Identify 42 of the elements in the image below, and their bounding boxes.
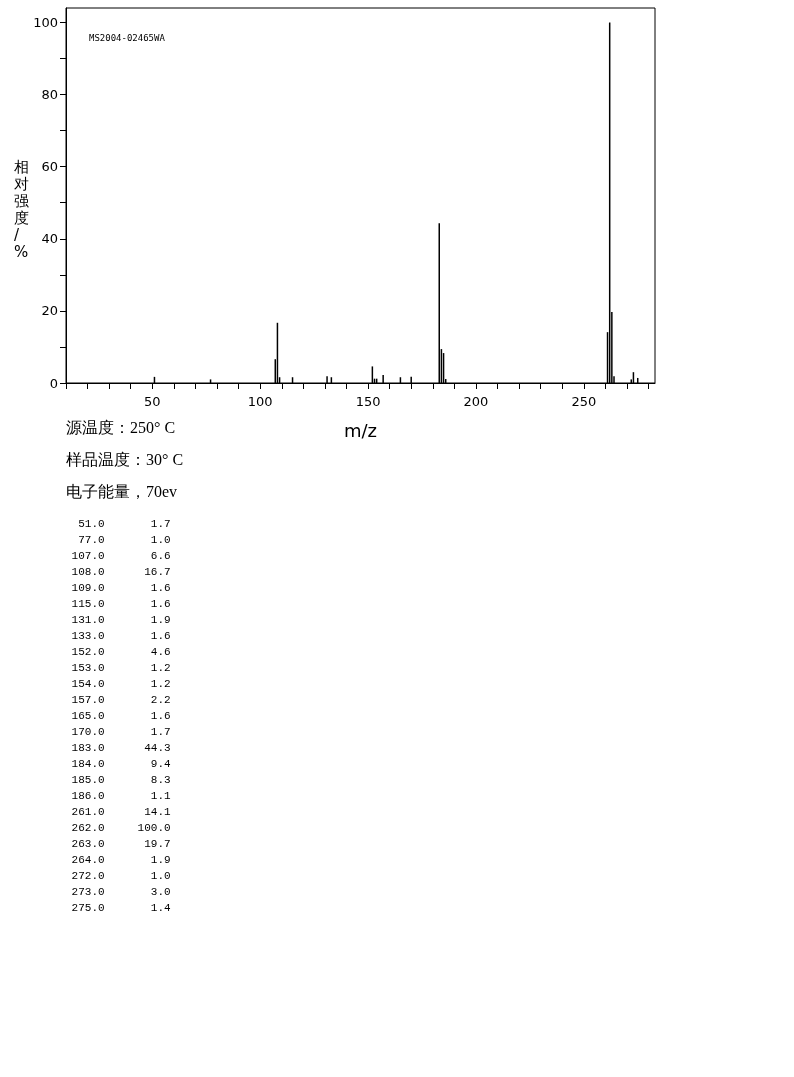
text: 273.0 3.0 (70, 885, 171, 900)
text: 157.0 2.2 (70, 693, 171, 708)
text: 261.0 14.1 (70, 805, 171, 820)
x-axis-title: m/z (343, 419, 378, 441)
y-tick-label: 0 (49, 375, 58, 391)
text: 186.0 1.1 (70, 789, 171, 804)
text: 样品温度：30° C (66, 450, 184, 470)
text: 51.0 1.7 (77, 517, 171, 532)
text: 185.0 8.3 (70, 773, 171, 788)
text: 165.0 1.6 (70, 709, 171, 724)
text: 115.0 1.6 (70, 597, 171, 612)
x-tick-label: 50 (144, 394, 161, 409)
text: 电子能量，70ev (66, 482, 178, 502)
text: 109.0 1.6 (70, 581, 171, 596)
text: 77.0 1.0 (77, 533, 171, 548)
text: 152.0 4.6 (70, 645, 171, 660)
text: 170.0 1.7 (70, 725, 171, 740)
text: 133.0 1.6 (70, 629, 171, 644)
text: 262.0 100.0 (70, 821, 171, 836)
y-tick-label: 60 (41, 159, 58, 175)
x-tick-label: 100 (247, 394, 273, 409)
y-tick-label: 80 (41, 87, 58, 103)
x-tick-label: 250 (571, 394, 597, 409)
text: 154.0 1.2 (70, 677, 171, 692)
text: 275.0 1.4 (70, 901, 171, 916)
text: 264.0 1.9 (70, 853, 171, 868)
y-tick-label: 40 (41, 231, 58, 247)
x-tick-label: 150 (355, 394, 381, 409)
text: 107.0 6.6 (70, 549, 171, 564)
text: 184.0 9.4 (70, 757, 171, 772)
text: 108.0 16.7 (70, 565, 171, 580)
text: 272.0 1.0 (70, 869, 171, 884)
y-tick-label: 100 (33, 14, 58, 30)
y-axis-title: 相对强度/% (14, 157, 29, 261)
y-tick-label: 20 (41, 303, 58, 319)
text: 263.0 19.7 (70, 837, 171, 852)
x-tick-label: 200 (463, 394, 489, 409)
text: 153.0 1.2 (70, 661, 171, 676)
text: 源温度：250° C (66, 418, 176, 438)
annotation: MS2004-02465WA (89, 32, 166, 43)
text: 183.0 44.3 (70, 741, 171, 756)
text: 131.0 1.9 (70, 613, 171, 628)
